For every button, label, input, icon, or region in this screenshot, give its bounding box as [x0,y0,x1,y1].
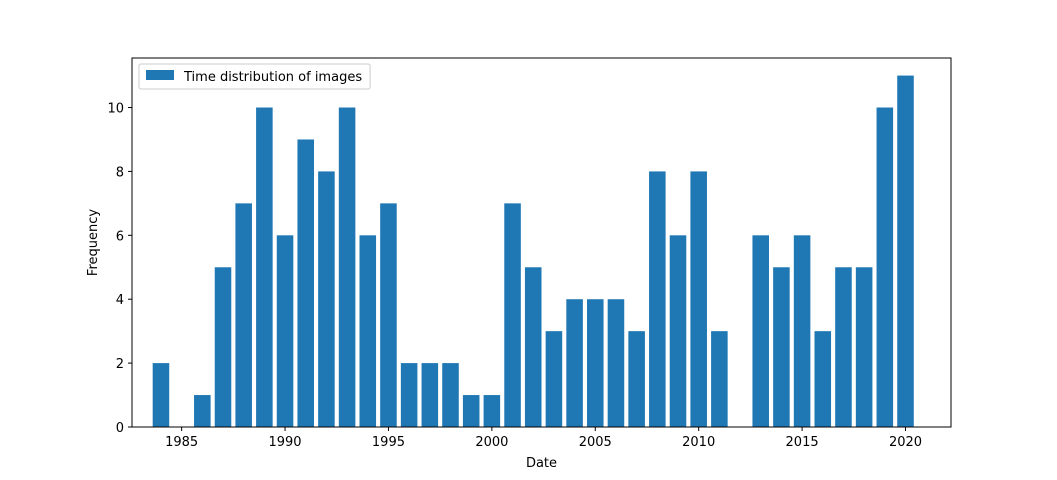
bar-1988 [235,203,252,427]
bar-2018 [855,267,873,427]
x-tick-label-1995: 1995 [372,435,405,450]
bar-1992 [318,171,335,427]
x-tick-label-2010: 2010 [682,435,715,450]
bar-1995 [380,203,397,427]
bar-2005 [587,299,604,427]
bar-1991 [297,139,314,427]
x-ticks-group: 1985 1990 1995 2000 2005 2010 2015 2020 [165,427,922,450]
bar-2015 [793,235,811,427]
bar-2003 [545,331,563,427]
x-tick-label-2015: 2015 [786,435,819,450]
axes-frame [131,57,952,428]
x-axis-label: Date [526,456,557,471]
legend-swatch [146,70,174,80]
bar-2020 [897,75,914,427]
y-axis-label: Frequency [86,209,101,276]
bar-1984 [152,363,170,427]
y-ticks-group: 0 2 4 6 8 10 [107,102,132,436]
x-tick-label-1985: 1985 [165,435,198,450]
legend: Time distribution of images [138,63,371,90]
bar-1989 [256,107,273,428]
bars-group [152,75,914,428]
bar-2017 [835,267,852,427]
x-tick-label-1990: 1990 [268,435,301,450]
bar-1990 [276,235,294,427]
y-tick-label-10: 10 [107,102,124,117]
bar-2000 [483,395,501,427]
bar-2006 [607,299,625,427]
bar-2011 [711,331,728,427]
legend-label: Time distribution of images [183,70,362,85]
bar-1986 [194,395,211,427]
bar-1994 [359,235,377,427]
bar-1987 [214,267,232,427]
bar-2001 [504,203,521,427]
y-tick-label-2: 2 [116,357,124,372]
x-tick-label-2005: 2005 [579,435,612,450]
legend-box [138,63,371,90]
bar-2019 [876,107,894,428]
y-tick-label-0: 0 [116,421,124,436]
y-tick-label-4: 4 [116,293,124,308]
bar-2007 [628,331,645,427]
y-tick-label-8: 8 [116,165,124,180]
bar-1997 [421,363,439,427]
y-tick-label-6: 6 [116,229,124,244]
x-tick-label-2000: 2000 [475,435,508,450]
bar-2014 [773,267,790,427]
bar-2004 [566,299,583,427]
bar-2009 [669,235,687,427]
bar-2008 [649,171,666,427]
bar-2016 [814,331,832,427]
bar-2013 [752,235,769,427]
bar-1999 [462,395,480,427]
x-tick-label-2020: 2020 [889,435,922,450]
bar-2002 [524,267,542,427]
bar-1996 [400,363,418,427]
bar-1998 [442,363,459,427]
bar-2010 [690,171,707,427]
bar-1993 [338,107,356,428]
